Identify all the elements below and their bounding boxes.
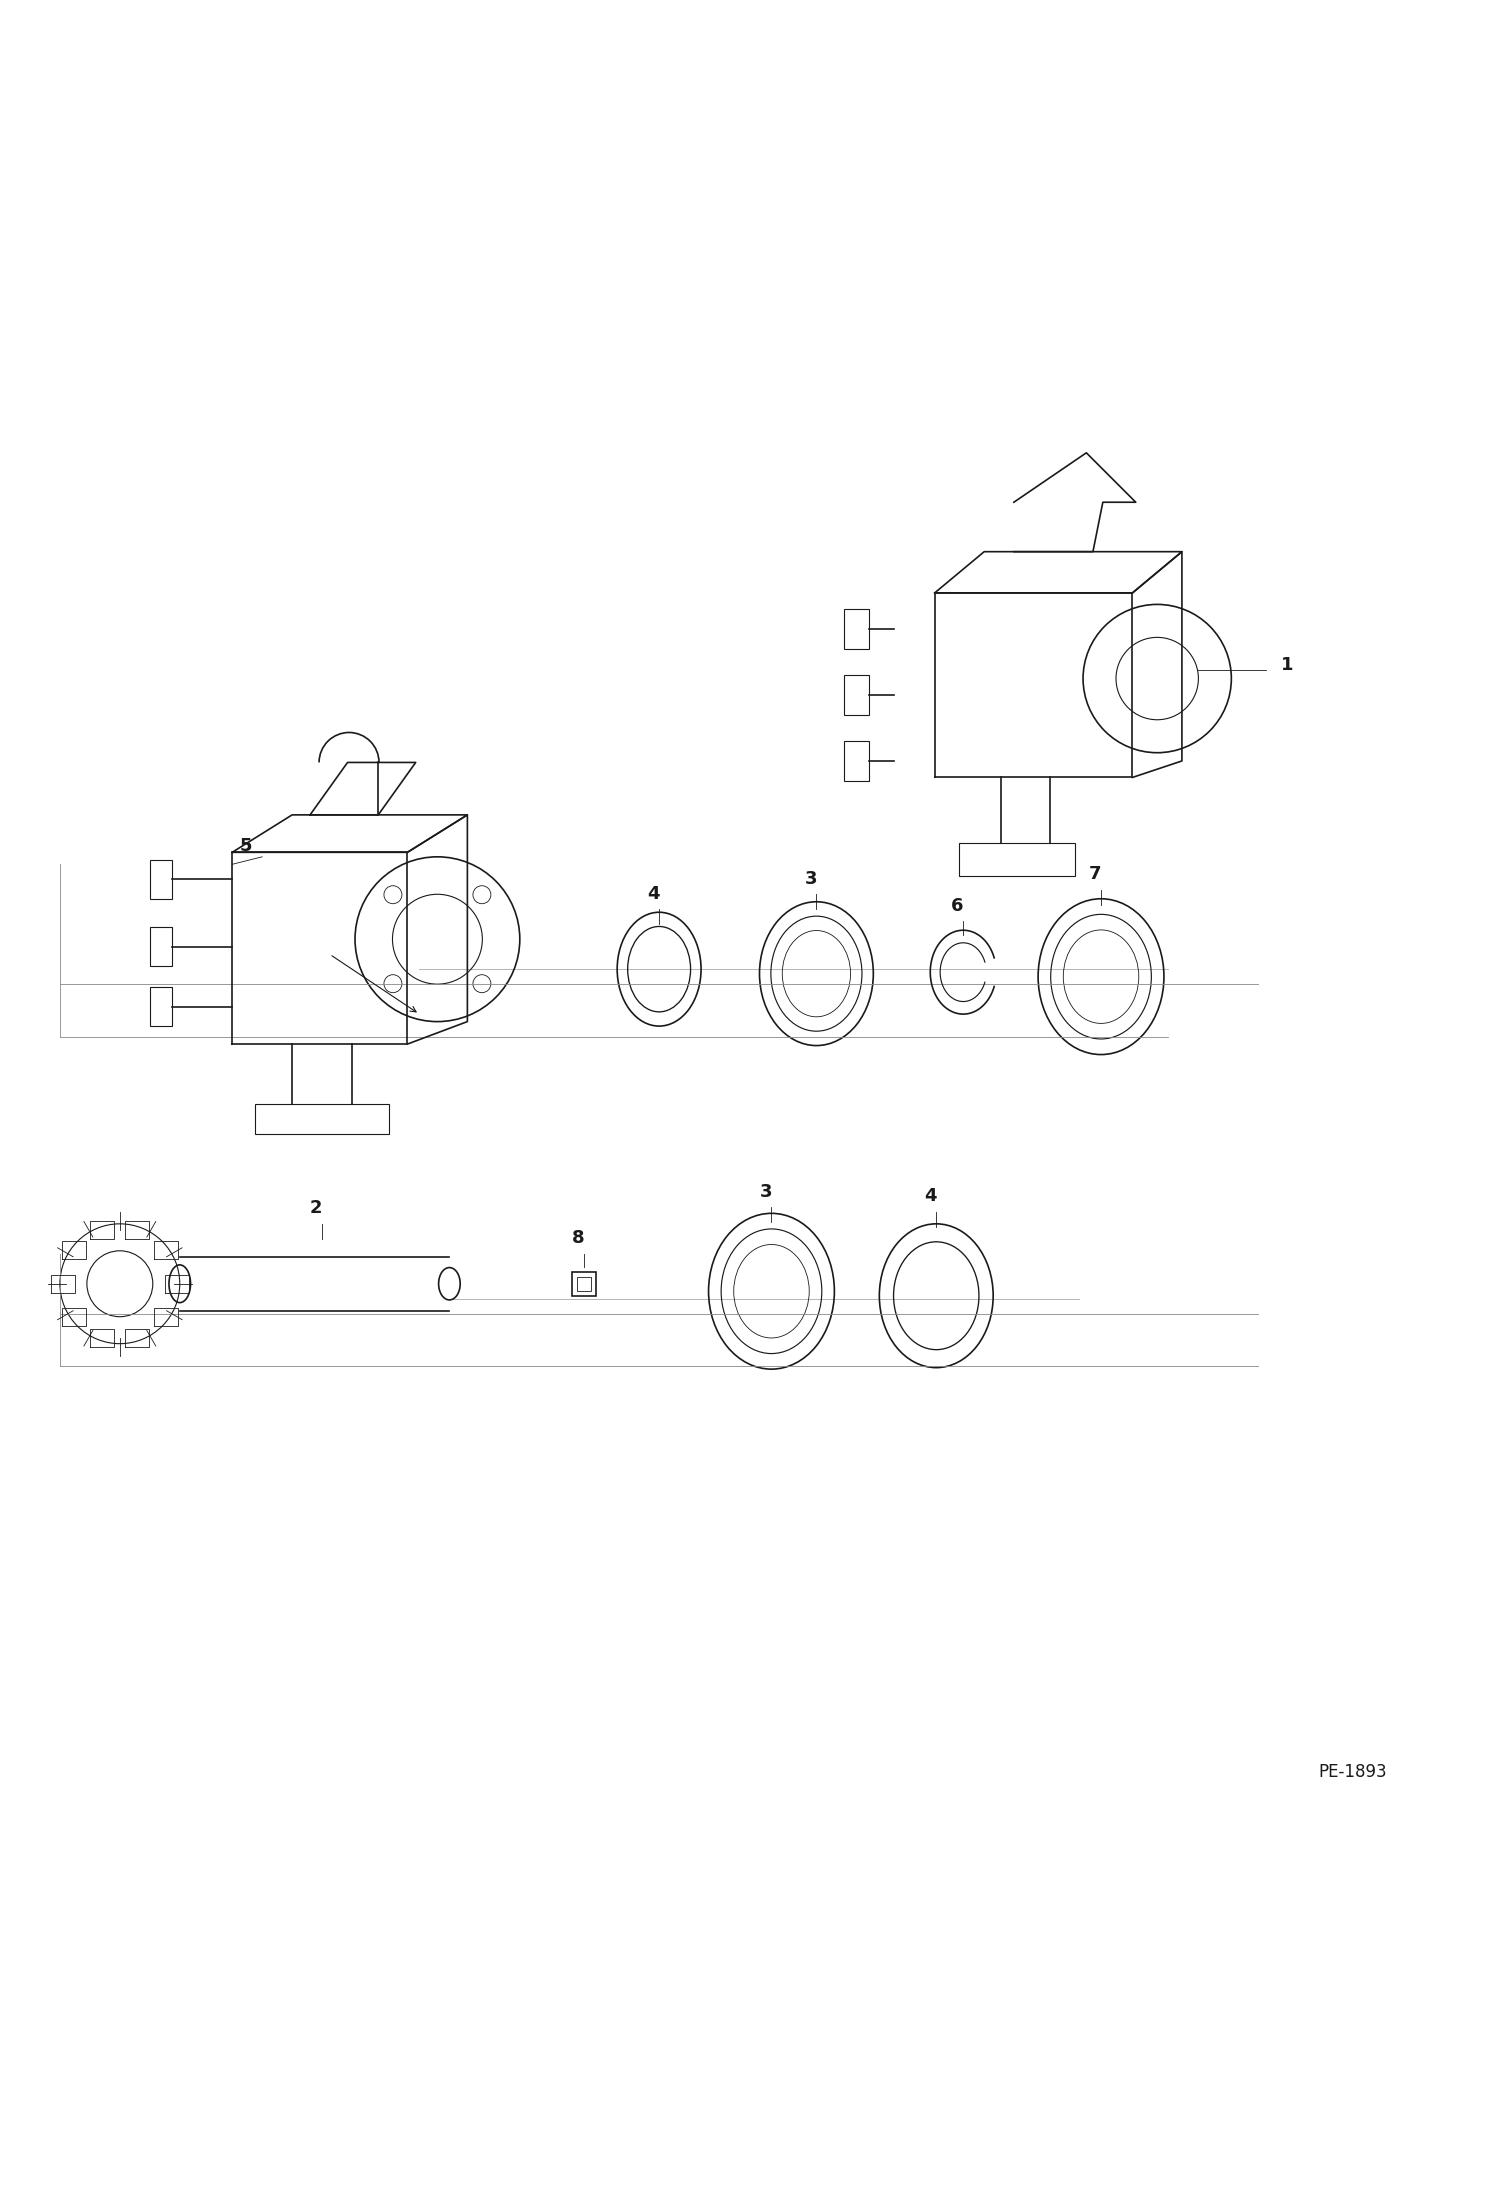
Bar (255, 1103, 389, 1134)
Text: 6: 6 (951, 897, 963, 914)
Bar (150, 987, 172, 1026)
Text: 4: 4 (924, 1186, 936, 1206)
Text: 5: 5 (240, 838, 252, 855)
Text: 2: 2 (310, 1200, 322, 1217)
Text: 7: 7 (1089, 866, 1101, 884)
Bar (959, 844, 1076, 877)
Bar (572, 1272, 596, 1296)
Text: 3: 3 (759, 1182, 771, 1202)
Bar (150, 928, 172, 967)
Bar (577, 1276, 592, 1292)
Text: PE-1893: PE-1893 (1318, 1763, 1387, 1781)
Bar (843, 675, 869, 715)
Bar (843, 610, 869, 649)
Text: 3: 3 (804, 871, 816, 888)
Bar (843, 741, 869, 781)
Bar (150, 860, 172, 899)
Text: 4: 4 (647, 884, 659, 904)
Text: 8: 8 (572, 1230, 584, 1248)
Text: 1: 1 (1281, 656, 1293, 673)
